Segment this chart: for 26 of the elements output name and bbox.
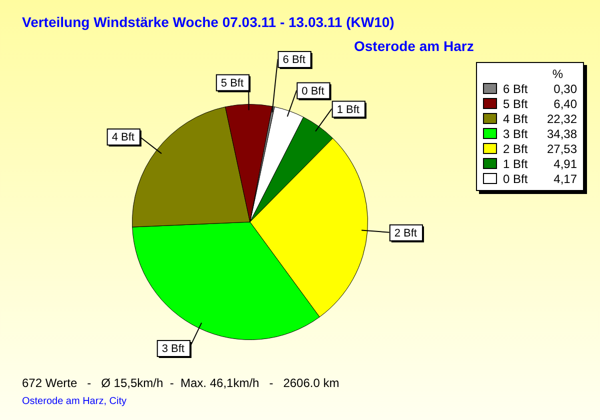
legend-label: 2 Bft — [503, 142, 529, 156]
data-label: 0,30 — [554, 82, 577, 96]
slice-label: 2 Bft — [394, 227, 417, 240]
data-label: 4,91 — [554, 156, 577, 170]
legend-label: 4 Bft — [503, 112, 529, 126]
data-label: 27,53 — [546, 142, 577, 156]
slice-label: 3 Bft — [162, 343, 184, 355]
slice-label: 5 Bft — [220, 77, 244, 90]
legend-label: 6 Bft — [503, 82, 529, 96]
legend-label: 3 Bft — [503, 126, 529, 140]
data-label: 22,32 — [546, 112, 577, 126]
data-label: 4,17 — [554, 172, 577, 186]
slice-label: 1 Bft — [336, 104, 360, 116]
legend-label: 0 Bft — [503, 172, 529, 186]
slice-label: 6 Bft — [282, 54, 306, 66]
chart-title: Verteilung Windstärke Woche 07.03.11 - 13.03.11 (KW10) — [22, 14, 394, 30]
slice-label: 0 Bft — [302, 85, 324, 98]
chart-subtitle: Osterode am Harz — [354, 38, 474, 54]
legend-label: 1 Bft — [503, 156, 529, 170]
legend-label: 5 Bft — [503, 96, 529, 110]
legend-title: % — [551, 67, 564, 81]
data-label: 6,40 — [554, 96, 577, 110]
text: 672 Werte - Ø 15,5km/h - Max. 46,1km/h - 2606.0 km — [22, 376, 340, 390]
data-label: 34,38 — [546, 126, 577, 140]
text: Osterode am Harz, City — [22, 396, 126, 407]
slice-label: 4 Bft — [112, 132, 134, 144]
